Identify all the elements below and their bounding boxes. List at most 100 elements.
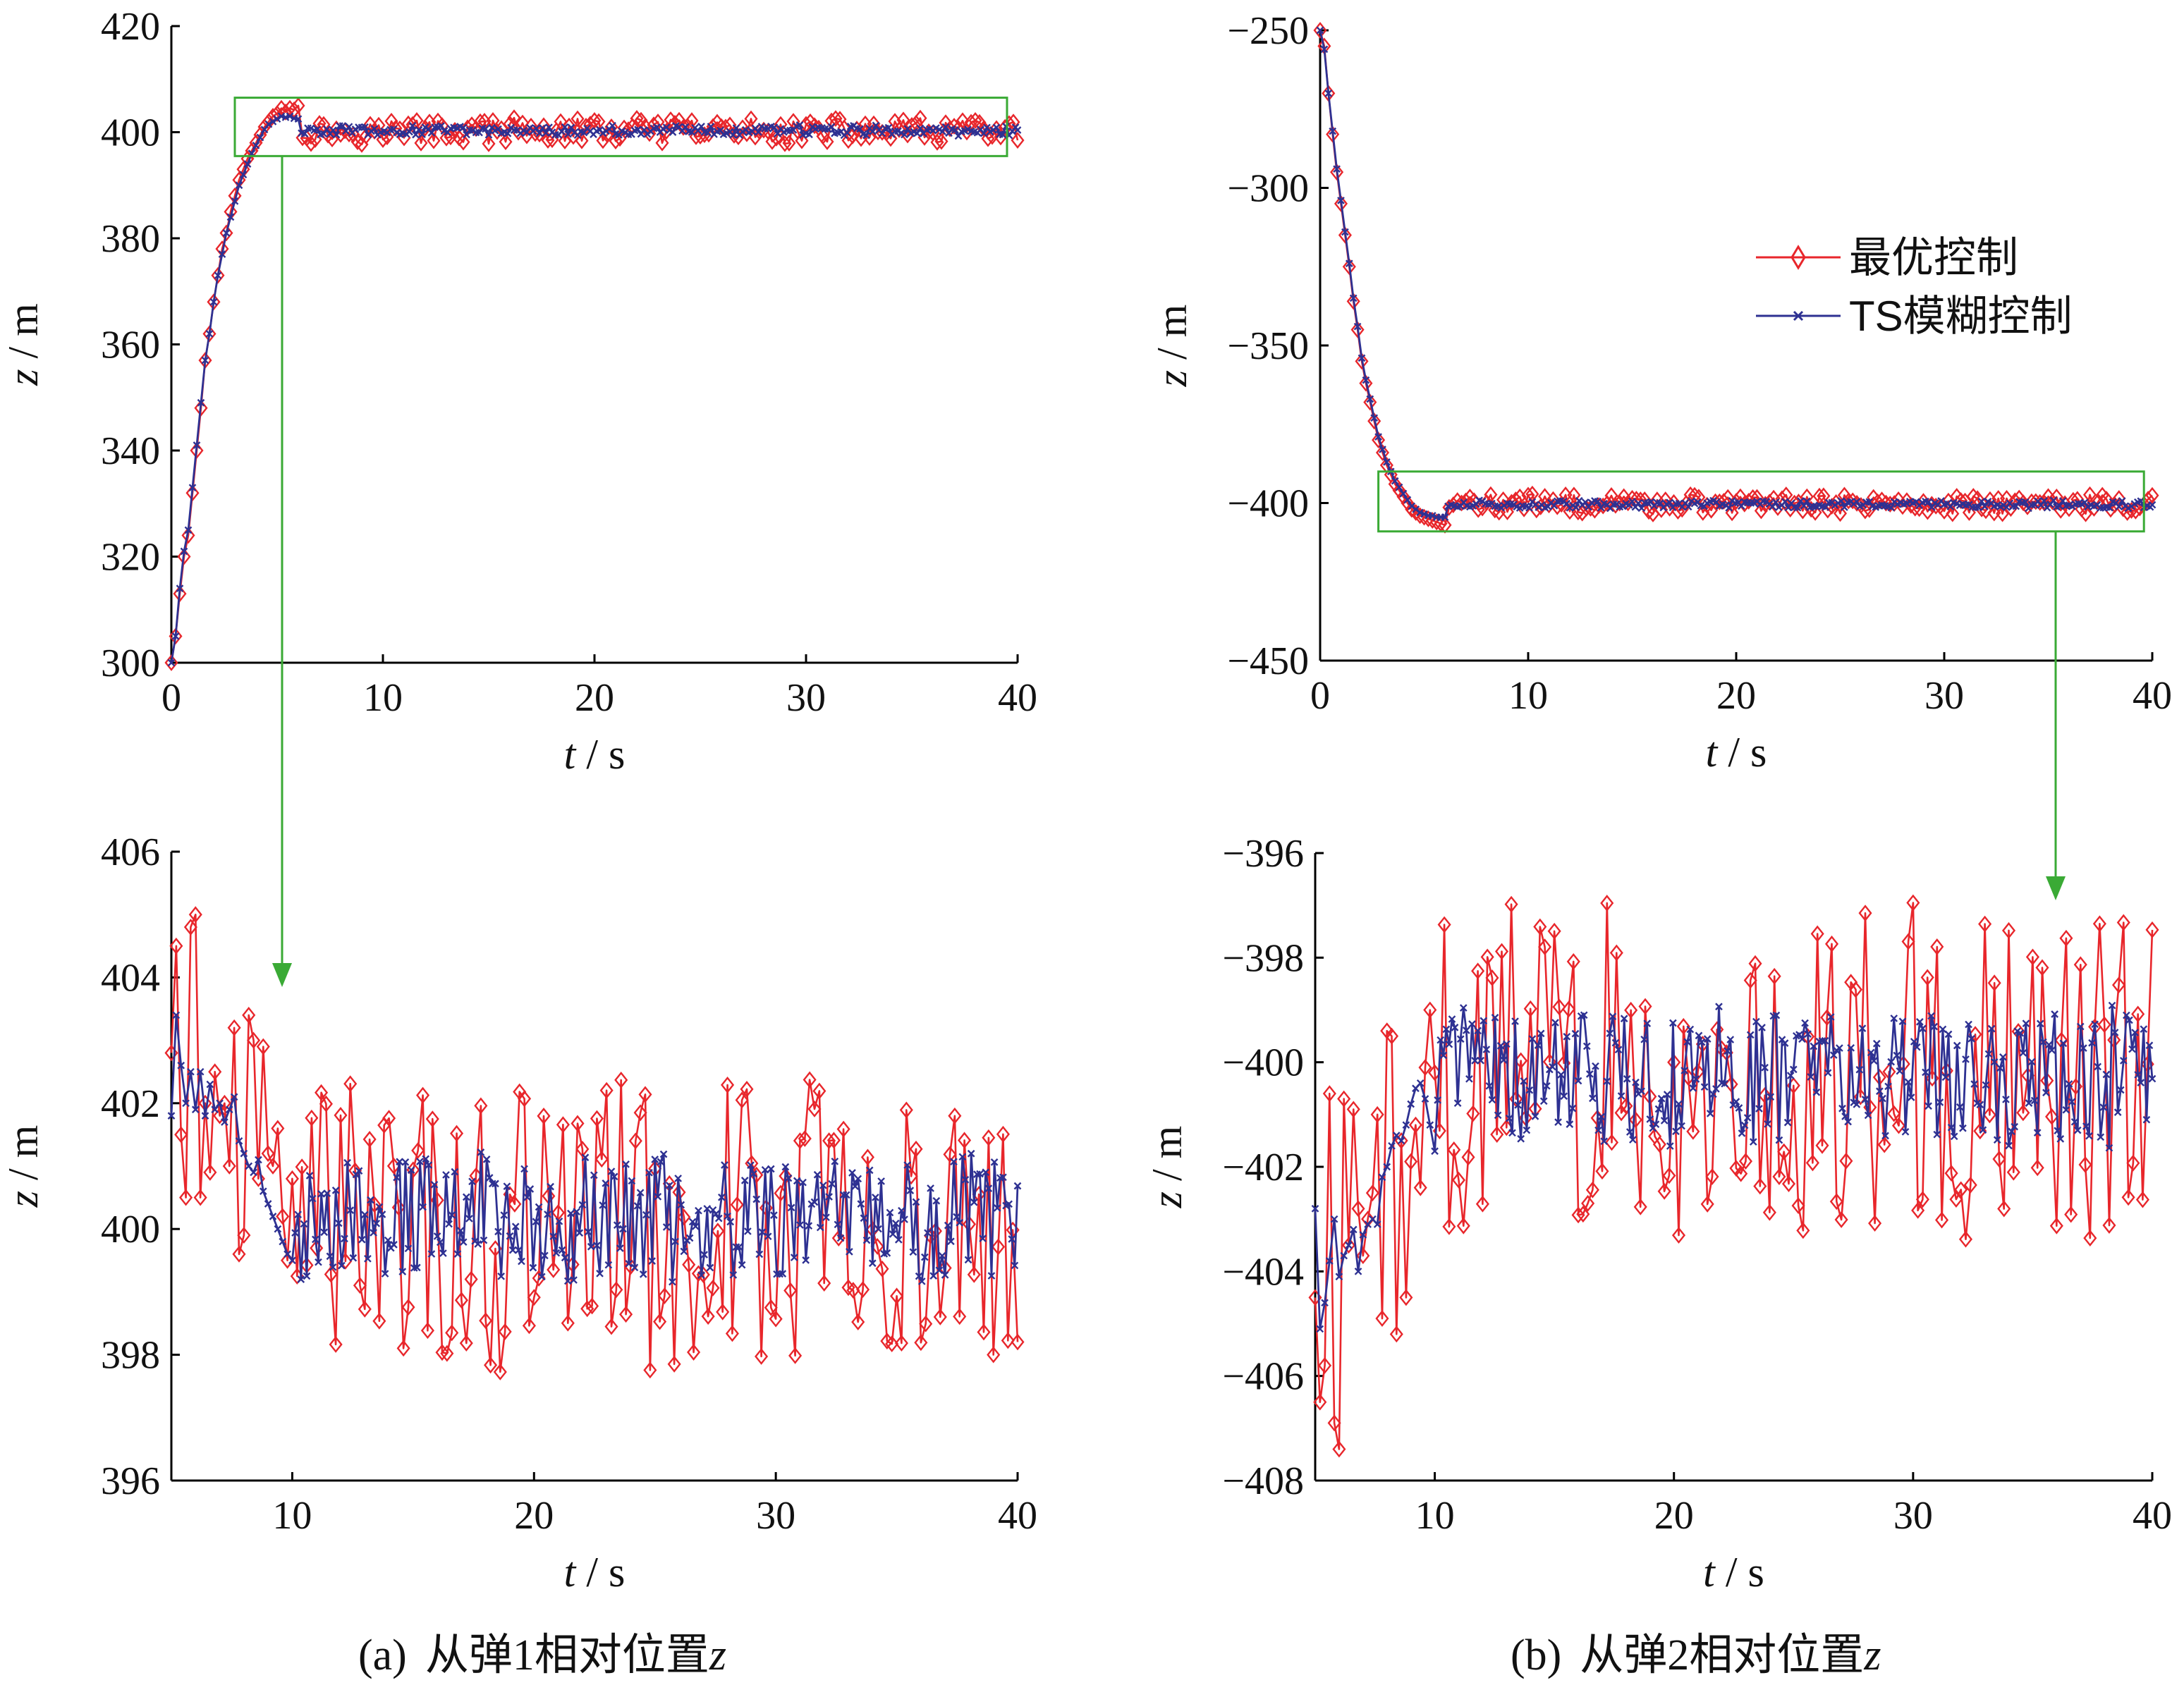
data-point — [300, 1220, 308, 1228]
data-point — [1919, 1024, 1927, 1033]
data-point — [1839, 1152, 1853, 1170]
series-ts — [167, 112, 1022, 667]
data-point — [262, 113, 276, 130]
data-point — [1954, 492, 1968, 509]
x-tick-label: 20 — [575, 676, 614, 720]
data-point — [677, 1208, 691, 1226]
data-point — [206, 1080, 214, 1089]
series-line — [170, 104, 1019, 663]
x-tick-label: 0 — [1310, 674, 1330, 718]
data-point — [405, 128, 413, 136]
data-point — [1431, 1147, 1439, 1156]
data-point — [657, 1158, 665, 1166]
data-point — [295, 1158, 309, 1176]
data-point — [1930, 938, 1944, 955]
data-point — [2030, 1159, 2044, 1177]
data-point — [875, 1260, 889, 1277]
data-point — [1327, 1414, 1341, 1432]
data-point — [1525, 503, 1533, 512]
data-point — [2131, 1029, 2139, 1036]
data-point — [185, 484, 200, 502]
data-point — [1320, 45, 1329, 54]
data-point — [795, 121, 804, 129]
x-tick-label: 40 — [2133, 674, 2172, 718]
data-point — [1606, 1029, 1614, 1038]
data-point — [765, 133, 779, 150]
data-point — [1600, 1137, 1609, 1146]
data-point — [240, 1149, 248, 1158]
data-point — [735, 1243, 743, 1251]
data-point — [310, 1239, 324, 1257]
data-point — [1726, 1036, 1735, 1043]
data-point — [755, 1250, 764, 1258]
data-point — [319, 1095, 333, 1113]
data-point — [563, 1277, 572, 1285]
data-point — [951, 125, 959, 134]
x-tick-label: 10 — [1415, 1494, 1455, 1538]
data-point — [179, 1189, 193, 1206]
data-point — [924, 1229, 932, 1237]
data-point — [2082, 486, 2097, 503]
data-point — [2097, 1016, 2111, 1034]
data-point — [208, 1063, 222, 1081]
data-point — [526, 1185, 535, 1193]
data-point — [2148, 1074, 2156, 1083]
data-point — [1499, 1056, 1508, 1064]
y-tick-label: −400 — [1222, 1041, 1304, 1085]
data-point — [567, 1209, 575, 1218]
data-point — [1876, 1087, 1884, 1096]
zoom-arrows — [272, 156, 2066, 987]
data-point — [585, 1297, 599, 1315]
data-point — [1402, 1121, 1410, 1129]
data-point — [1491, 1013, 1499, 1022]
data-point — [1391, 477, 1399, 485]
data-point — [1326, 125, 1340, 143]
data-point — [1418, 1059, 1432, 1077]
data-point — [202, 325, 216, 343]
data-point — [834, 1220, 842, 1229]
data-point — [645, 1168, 653, 1177]
data-point — [884, 123, 893, 132]
data-point — [1761, 1063, 1769, 1072]
data-point — [839, 1191, 848, 1199]
data-point — [2135, 1191, 2149, 1208]
data-point — [1834, 1211, 1848, 1228]
data-point — [479, 1312, 493, 1330]
data-point — [547, 1261, 561, 1278]
legend-label-ts: TS模糊控制 — [1849, 293, 2073, 340]
data-point — [196, 1067, 205, 1076]
data-point — [1372, 431, 1386, 449]
data-point — [567, 123, 575, 132]
data-point — [1936, 1098, 1944, 1106]
x-tick-label: 10 — [1508, 674, 1548, 718]
data-point — [1537, 1029, 1545, 1038]
data-point — [703, 1205, 712, 1213]
data-point — [1881, 1132, 1889, 1140]
data-point — [609, 1281, 623, 1299]
data-point — [829, 110, 843, 128]
data-point — [419, 1203, 427, 1211]
data-point — [671, 1237, 679, 1246]
data-point — [1011, 1261, 1019, 1270]
data-point — [1911, 1201, 1925, 1219]
data-point — [1996, 1064, 2004, 1072]
data-point — [894, 1236, 903, 1244]
data-point — [482, 1156, 491, 1163]
data-point — [1525, 1086, 1534, 1094]
data-point — [920, 1253, 929, 1261]
data-point — [1671, 1227, 1686, 1244]
data-point — [1772, 1011, 1781, 1019]
data-point — [418, 130, 426, 138]
data-point — [869, 128, 877, 135]
data-point — [1574, 1077, 1582, 1085]
x-tick-label: 40 — [998, 676, 1037, 720]
data-point — [1528, 1035, 1537, 1043]
data-point — [1340, 1251, 1348, 1260]
y-tick-label: 300 — [101, 642, 160, 685]
data-point — [414, 134, 428, 152]
data-point — [542, 129, 550, 137]
data-point — [305, 1109, 319, 1127]
data-point — [319, 130, 328, 138]
data-point — [667, 1355, 681, 1373]
data-point — [1907, 1093, 1915, 1101]
